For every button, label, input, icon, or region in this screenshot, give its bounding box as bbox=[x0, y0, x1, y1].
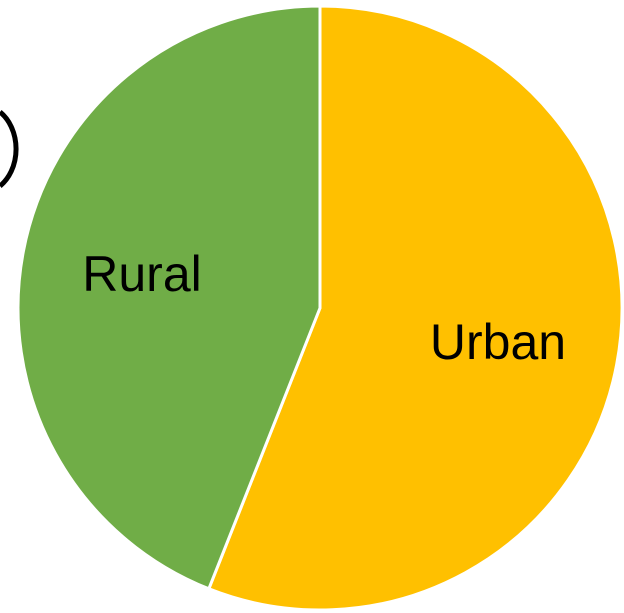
pie-slice-rural bbox=[16, 4, 322, 591]
slice-label-rural: Rural bbox=[82, 246, 201, 302]
pie-labels: Urban Rural bbox=[82, 246, 566, 370]
pie-slices bbox=[16, 4, 624, 612]
cropped-circle-outline bbox=[0, 110, 19, 188]
slice-label-urban: Urban bbox=[430, 314, 566, 370]
pie-slice-urban bbox=[207, 4, 624, 612]
